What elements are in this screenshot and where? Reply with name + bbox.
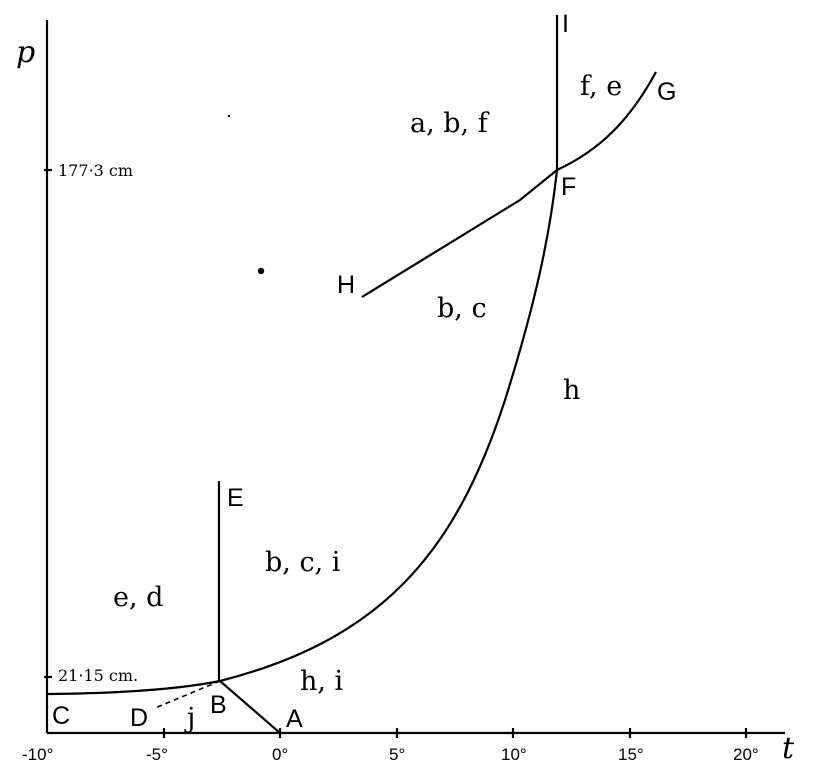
y-axis-label: p <box>16 35 35 70</box>
curve-f-g <box>556 71 657 171</box>
point-a-label: A <box>286 705 303 733</box>
line-b-a <box>219 680 281 734</box>
curve-c-b <box>46 679 221 696</box>
region-ed-label: e, d <box>113 582 163 613</box>
stray-speck <box>227 114 231 118</box>
point-d-label: D <box>130 704 148 732</box>
x-tick-label: -5° <box>146 745 168 764</box>
point-e-label: E <box>227 484 244 512</box>
x-tick-marks <box>162 728 748 738</box>
region-bc-label: b, c <box>437 293 487 324</box>
x-tick-label: 10° <box>501 745 527 764</box>
x-tick-label: 5° <box>389 745 405 764</box>
x-tick-label: 0° <box>272 745 288 764</box>
x-tick-label: 15° <box>618 745 644 764</box>
stray-dot <box>257 267 265 275</box>
region-hi-label: h, i <box>300 666 344 697</box>
x-tick-label: -10° <box>22 745 53 764</box>
point-f-label: F <box>561 173 576 201</box>
point-b-label: B <box>210 691 227 719</box>
pressure-annotation-21: 21·15 cm. <box>58 666 138 685</box>
line-b-d-dashed <box>154 680 221 709</box>
pressure-annotation-177: 177·3 cm <box>58 161 133 180</box>
region-abf-label: a, b, f <box>410 108 490 139</box>
region-j-label: j <box>184 703 195 734</box>
point-h-label: H <box>337 271 355 299</box>
region-h-label: h <box>563 375 580 406</box>
point-c-label: C <box>52 702 70 730</box>
x-axis-label: t <box>782 731 795 766</box>
line-h-f <box>361 169 558 298</box>
region-fe-label: f, e <box>580 71 622 102</box>
x-tick-label: 20° <box>733 745 759 764</box>
curve-b-f <box>219 169 559 683</box>
point-i-label: I <box>562 10 569 38</box>
point-g-label: G <box>657 78 676 106</box>
region-bci-label: b, c, i <box>265 547 341 578</box>
